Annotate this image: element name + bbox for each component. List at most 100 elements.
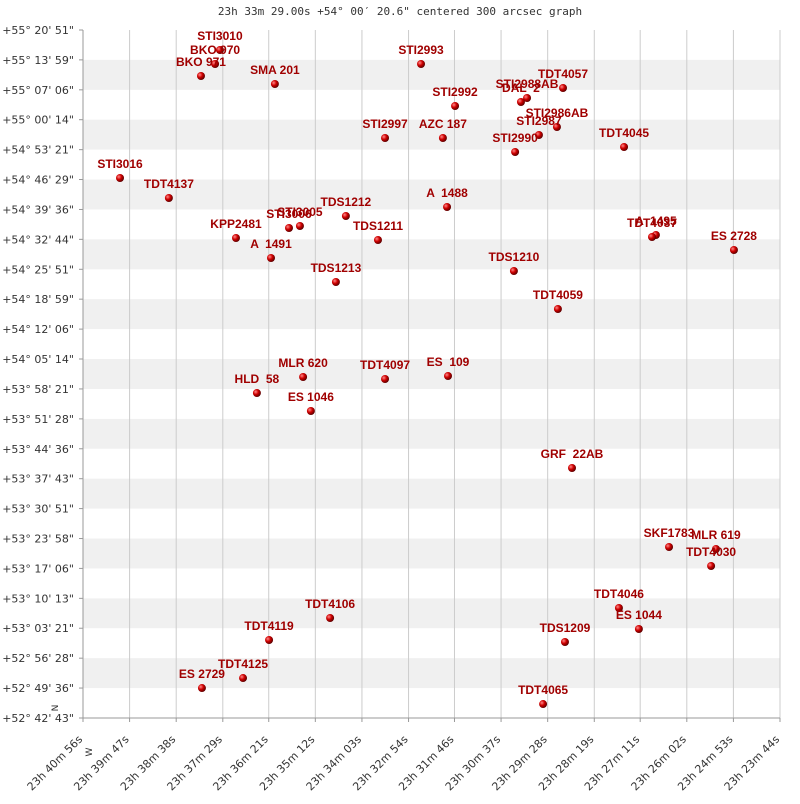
star-label: GRF 22AB <box>541 447 604 461</box>
star-label: STI2988AB <box>496 77 559 91</box>
row-band <box>83 179 780 210</box>
star-point <box>381 133 390 142</box>
star-label: TDT4046 <box>594 587 644 601</box>
y-tick-label: +53° 10' 13" <box>2 592 74 605</box>
star-label: STI3005 <box>277 205 323 219</box>
row-band <box>83 598 780 629</box>
star-point <box>665 542 674 551</box>
y-tick-label: +54° 18' 59" <box>2 293 74 306</box>
star-point <box>729 246 738 255</box>
star-label: STI3016 <box>97 157 143 171</box>
row-band <box>83 299 780 330</box>
star-label: TDS1211 <box>353 219 403 233</box>
y-tick-label: +55° 00' 14" <box>2 114 74 127</box>
star-point <box>560 637 569 646</box>
star-label: ES 1046 <box>288 390 334 404</box>
star-point <box>552 123 561 132</box>
star-label: ES 2729 <box>179 667 225 681</box>
y-tick-label: +54° 32' 44" <box>2 233 74 246</box>
star-label: TDT4059 <box>533 288 583 302</box>
row-band <box>83 358 780 389</box>
star-point <box>373 236 382 245</box>
row-band <box>83 119 780 150</box>
star-point <box>707 562 716 571</box>
y-tick-label: +53° 03' 21" <box>2 622 74 635</box>
star-point <box>516 97 525 106</box>
y-tick-label: +54° 46' 29" <box>2 174 74 187</box>
y-tick-label: +53° 58' 21" <box>2 383 74 396</box>
star-point <box>211 59 220 68</box>
star-point <box>620 143 629 152</box>
star-label: STI2990 <box>492 131 538 145</box>
west-marker: W <box>85 747 95 756</box>
star-point <box>266 253 275 262</box>
star-label: KPP2481 <box>210 217 262 231</box>
star-label: STI2993 <box>398 43 444 57</box>
star-label: ES 2728 <box>711 229 757 243</box>
star-label: TDS1212 <box>321 195 372 209</box>
y-tick-label: +55° 20' 51" <box>2 24 74 37</box>
star-label: ES 109 <box>427 355 470 369</box>
star-label: STI3006 <box>266 207 312 221</box>
star-point <box>711 545 720 554</box>
star-label: STI2992 <box>432 85 478 99</box>
star-point <box>231 234 240 243</box>
north-marker: N <box>51 705 61 712</box>
star-point <box>215 45 224 54</box>
star-label: BKO 970 <box>190 43 240 57</box>
star-label: SKF1783 <box>644 526 695 540</box>
star-label: BKO 971 <box>176 55 226 69</box>
star-point <box>443 202 452 211</box>
star-point <box>509 266 518 275</box>
star-point <box>341 211 350 220</box>
star-point <box>568 464 577 473</box>
y-tick-label: +53° 30' 51" <box>2 503 74 516</box>
star-point <box>164 194 173 203</box>
star-point <box>331 278 340 287</box>
star-label: TDT4057 <box>538 67 588 81</box>
y-tick-label: +54° 12' 06" <box>2 323 74 336</box>
star-label: TDT4125 <box>218 657 268 671</box>
star-point <box>614 604 623 613</box>
y-tick-label: +54° 39' 36" <box>2 203 74 216</box>
star-label: TDT4119 <box>244 619 294 633</box>
y-tick-label: +54° 53' 21" <box>2 144 74 157</box>
y-tick-label: +54° 25' 51" <box>2 263 74 276</box>
y-tick-label: +54° 05' 14" <box>2 353 74 366</box>
star-label: TDS1210 <box>489 250 540 264</box>
star-point <box>511 148 520 157</box>
row-band <box>83 538 780 569</box>
y-tick-label: +55° 07' 06" <box>2 84 74 97</box>
star-label: STI2986AB <box>526 106 589 120</box>
star-point <box>534 130 543 139</box>
star-label: HLD 58 <box>235 372 280 386</box>
star-label: MLR 619 <box>691 528 741 542</box>
row-band <box>83 478 780 509</box>
chart-title: 23h 33m 29.00s +54° 00′ 20.6" centered 3… <box>218 5 582 18</box>
star-point <box>559 84 568 93</box>
star-label: SMA 201 <box>250 63 300 77</box>
star-point <box>284 224 293 233</box>
star-point <box>265 636 274 645</box>
star-point <box>553 305 562 314</box>
star-point <box>196 71 205 80</box>
star-label: DAL 2 <box>502 81 540 95</box>
star-label: ES 1044 <box>616 608 662 622</box>
y-tick-label: +52° 49' 36" <box>2 682 74 695</box>
star-point <box>523 94 532 103</box>
star-label: TDS1213 <box>311 261 362 275</box>
star-label: AZC 187 <box>419 117 467 131</box>
star-point <box>438 133 447 142</box>
star-point <box>444 372 453 381</box>
row-band <box>83 239 780 270</box>
star-label: A 1495 <box>635 214 677 228</box>
star-label: TDT4106 <box>305 597 355 611</box>
star-label: TDT4037 <box>627 216 677 230</box>
star-label: TDT4137 <box>144 177 194 191</box>
star-point <box>648 233 657 242</box>
star-point <box>326 614 335 623</box>
star-label: STI3010 <box>197 29 243 43</box>
row-band <box>83 658 780 689</box>
star-point <box>299 373 308 382</box>
